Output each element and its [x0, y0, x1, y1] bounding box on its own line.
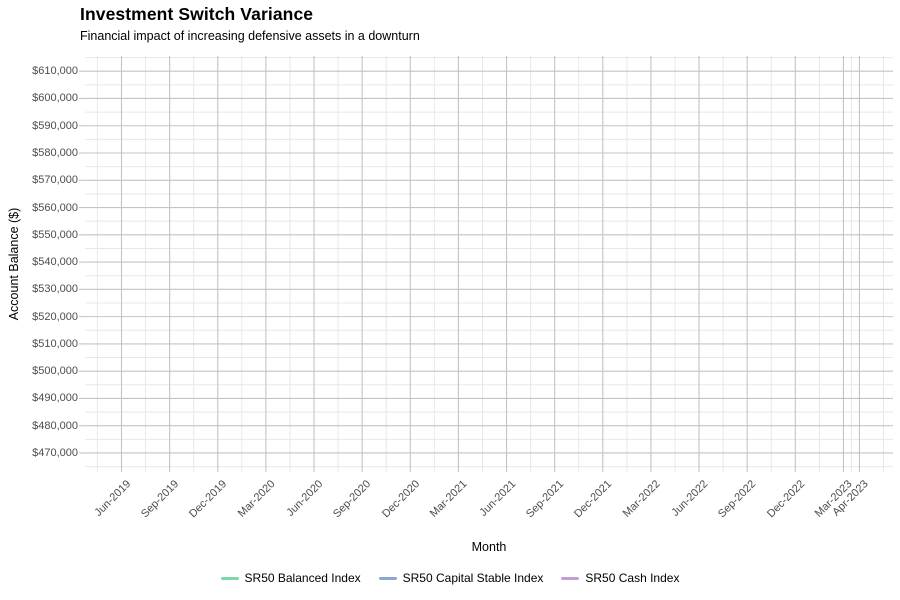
y-tick-label: $540,000: [32, 256, 78, 269]
y-tick-label: $580,000: [32, 147, 78, 159]
y-tick-label: $560,000: [32, 201, 78, 214]
y-tick-label: $570,000: [32, 174, 78, 187]
y-tick-label: $520,000: [32, 310, 78, 323]
legend-key-line-icon: [220, 576, 239, 580]
legend: SR50 Balanced Index SR50 Capital Stable I…: [0, 571, 900, 585]
chart-subtitle: Financial impact of increasing defensive…: [80, 29, 420, 43]
y-tick-label: $590,000: [32, 119, 78, 132]
y-tick-label: $510,000: [32, 337, 78, 350]
y-tick-label: $470,000: [32, 446, 78, 459]
y-axis-title: Account Balance ($): [7, 207, 21, 321]
y-tick-label: $600,000: [32, 92, 78, 105]
x-axis-title: Month: [471, 540, 507, 554]
y-tick-label: $530,000: [32, 283, 78, 296]
y-tick-label: $490,000: [32, 392, 78, 405]
y-tick-label: $500,000: [32, 365, 78, 378]
legend-item: SR50 Capital Stable Index: [378, 571, 544, 585]
legend-item: SR50 Cash Index: [561, 571, 679, 585]
legend-item: SR50 Balanced Index: [220, 571, 361, 585]
y-tick-label: $610,000: [32, 65, 78, 78]
chart-title: Investment Switch Variance: [80, 4, 314, 24]
legend-label: SR50 Cash Index: [585, 571, 680, 585]
legend-key-line-icon: [561, 576, 580, 580]
y-tick-label: $550,000: [32, 228, 78, 241]
y-tick-label: $480,000: [32, 419, 78, 432]
legend-label: SR50 Capital Stable Index: [402, 571, 544, 585]
legend-label: SR50 Balanced Index: [244, 571, 361, 585]
legend-key-line-icon: [378, 576, 397, 580]
